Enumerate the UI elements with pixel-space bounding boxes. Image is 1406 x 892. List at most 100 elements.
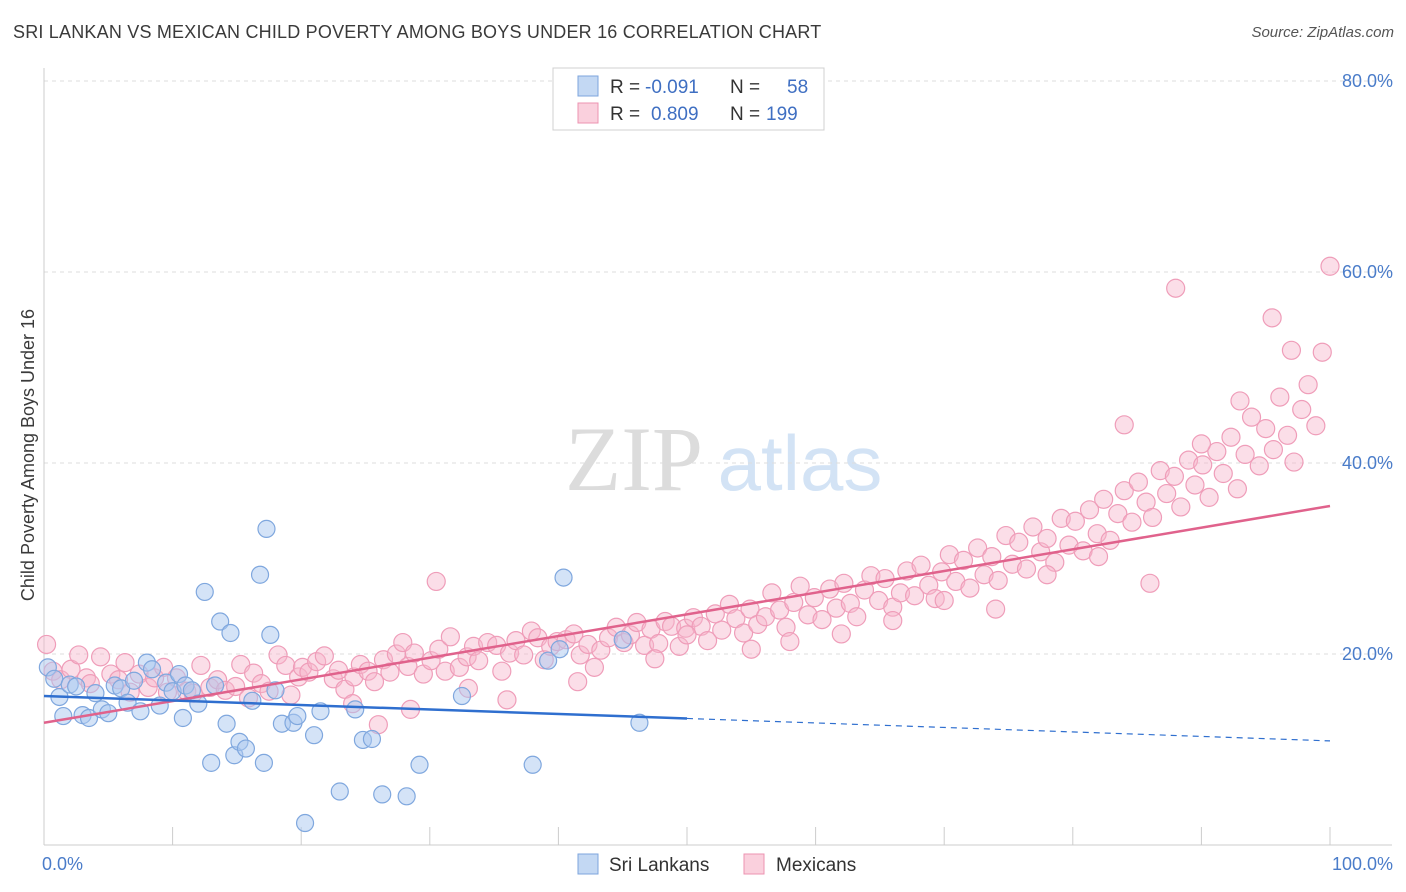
mexicans-point	[1281, 340, 1302, 360]
sri-lankans-point	[217, 714, 236, 733]
legend-r-label-2: R =	[610, 104, 640, 125]
mexicans-point	[1114, 481, 1134, 501]
mexicans-point	[570, 645, 590, 665]
mexicans-point	[748, 614, 768, 634]
mexicans-point	[890, 583, 911, 603]
legend-r-value-1: -0.091	[645, 77, 699, 98]
mexicans-point	[883, 610, 903, 631]
sri-lankans-point	[397, 787, 416, 806]
sri-lankans-point	[373, 785, 392, 804]
mexicans-point	[1193, 455, 1213, 475]
mexicans-point	[1213, 463, 1233, 484]
sri-lankans-point	[362, 729, 382, 749]
legend-swatch-sri-lankans	[577, 75, 599, 97]
mexicans-point	[697, 631, 718, 651]
mexicans-point	[497, 690, 517, 710]
bottom-legend: Sri Lankans Mexicans	[577, 853, 856, 876]
gridlines	[44, 80, 1392, 655]
mexicans-point	[1128, 472, 1148, 492]
sri-lankans-point	[221, 623, 240, 643]
mexicans-point	[1191, 434, 1212, 454]
watermark-zip: ZIP	[565, 408, 703, 510]
mexicans-point	[268, 645, 288, 665]
legend-swatch-mexicans	[577, 102, 599, 124]
mexicans-point	[1140, 573, 1160, 593]
sri-lankans-point	[189, 694, 208, 713]
sri-lankans-point	[243, 691, 262, 710]
mexicans-point	[568, 672, 588, 692]
bottom-legend-swatch-mexicans	[743, 853, 765, 875]
mexicans-point	[276, 655, 296, 676]
mexicans-point	[960, 578, 980, 598]
mexicans-point	[1207, 441, 1227, 462]
x-tick-label: 0.0%	[42, 854, 83, 874]
source-credit: Source: ZipAtlas.com	[1251, 24, 1394, 41]
sri-lankans-point	[236, 739, 256, 758]
mexicans-point	[1051, 508, 1071, 528]
y-tick-label: 40.0%	[1342, 453, 1393, 473]
mexicans-point	[1320, 256, 1340, 276]
mexicans-point	[939, 545, 959, 565]
mexicans-point	[831, 624, 851, 644]
sri-lankans-point	[202, 753, 221, 772]
sri-lankans-point	[630, 713, 649, 732]
mexicans-point	[426, 571, 446, 592]
mexicans-point	[191, 655, 211, 676]
mexicans-point	[314, 646, 334, 666]
mexicans-point	[307, 652, 327, 672]
mexicans-trend-line	[43, 504, 1331, 724]
sri-lankans-point	[295, 813, 315, 833]
mexicans-point	[1122, 512, 1142, 532]
mexicans-point	[847, 607, 867, 627]
mexicans-point	[469, 651, 489, 671]
tick-labels: 20.0% 40.0% 60.0% 80.0% 0.0% 100.0%	[42, 71, 1393, 874]
mexicans-point	[1221, 427, 1241, 447]
mexicans-point	[1157, 483, 1177, 504]
sri-lankans-point	[288, 706, 307, 726]
mexicans-point	[115, 652, 135, 673]
sri-lankans-point	[124, 671, 144, 690]
mexicans-point	[1088, 546, 1109, 567]
y-tick-label: 60.0%	[1342, 262, 1393, 282]
legend-n-value-1: 58	[787, 77, 808, 98]
mexicans-point	[1256, 419, 1276, 439]
sri-lankans-point	[330, 782, 349, 801]
mexicans-point	[435, 661, 455, 681]
chart-title: SRI LANKAN VS MEXICAN CHILD POVERTY AMON…	[13, 22, 822, 42]
trend-lines	[43, 504, 1331, 742]
mexicans-point	[36, 634, 57, 655]
mexicans-point	[380, 662, 400, 682]
mexicans-point	[281, 685, 301, 705]
mexicans-point	[1171, 497, 1191, 517]
mexicans-point	[1306, 416, 1326, 436]
mexicans-point	[677, 625, 697, 645]
mexicans-point	[780, 631, 800, 652]
mexicans-point	[691, 616, 711, 636]
legend-r-label-1: R =	[610, 77, 640, 98]
mexicans-point	[1235, 444, 1255, 465]
legend-r-value-2: 0.809	[651, 104, 699, 125]
mexicans-point	[514, 645, 534, 665]
mexicans-point	[974, 565, 994, 585]
sri-lankans-point	[554, 568, 573, 587]
legend-n-label-2: N =	[730, 104, 760, 125]
sri-lankans-point	[539, 651, 558, 670]
sri-lankans-point	[67, 677, 86, 696]
mexicans-point	[988, 570, 1008, 591]
mexicans-point	[1241, 407, 1262, 427]
mexicans-point	[1292, 399, 1312, 420]
mexicans-point	[934, 590, 954, 611]
mexicans-point	[953, 550, 974, 571]
sri-lankans-trend-extension	[686, 717, 1331, 742]
mexicans-point	[812, 610, 832, 630]
axes	[43, 68, 1392, 846]
y-tick-label: 80.0%	[1342, 71, 1393, 91]
mexicans-point	[968, 538, 988, 558]
mexicans-point	[440, 627, 460, 647]
mexicans-point	[986, 599, 1006, 619]
y-tick-label: 20.0%	[1342, 644, 1393, 664]
sri-lankans-point	[613, 630, 632, 649]
mexicans-point	[776, 617, 796, 637]
mexicans-point	[1263, 440, 1284, 460]
